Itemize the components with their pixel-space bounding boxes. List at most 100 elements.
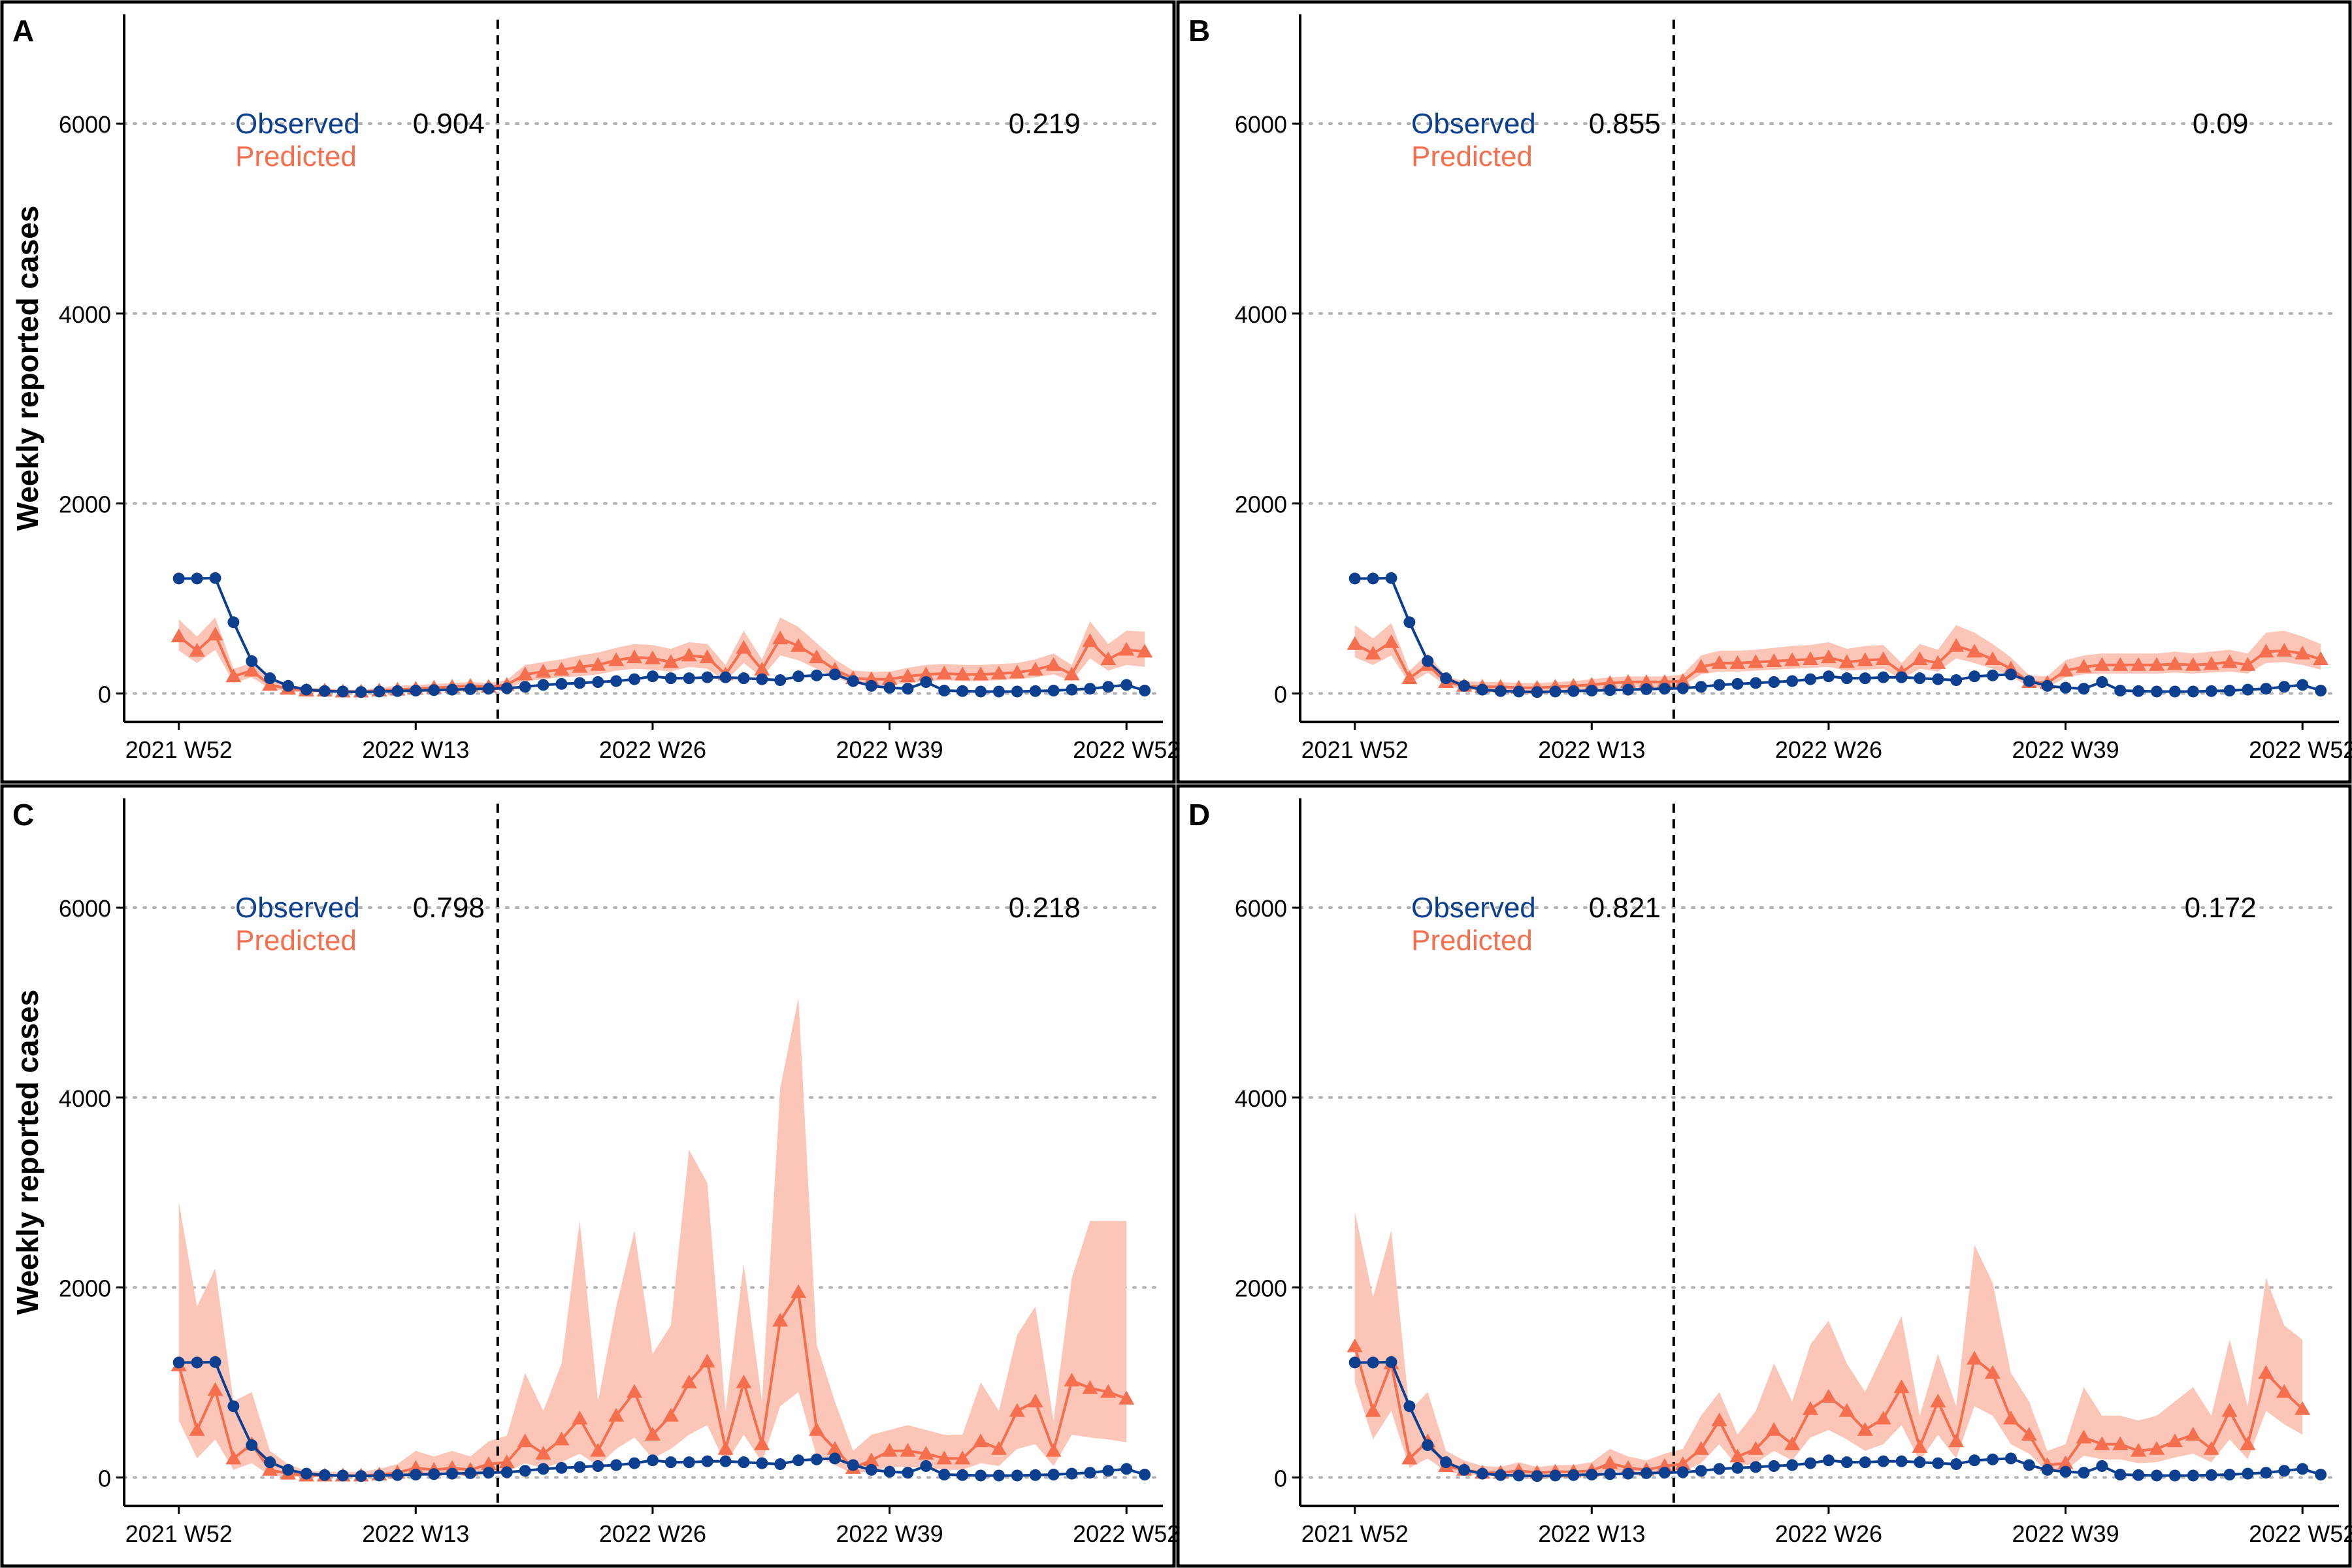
predicted-point [1838, 1403, 1855, 1417]
predicted-point [2094, 657, 2110, 671]
observed-point [1403, 1400, 1416, 1413]
observed-point [1476, 1467, 1488, 1480]
x-tick-label: 2022 W39 [2012, 736, 2119, 763]
observed-point [956, 1469, 969, 1481]
observed-point [701, 1455, 713, 1467]
observed-point [1658, 1467, 1671, 1479]
fit-metric-label: 0.798 [413, 892, 485, 924]
forecast-metric-label: 0.219 [1009, 108, 1081, 140]
x-tick-label: 2021 W52 [1301, 736, 1409, 763]
predicted-point [1893, 1379, 1910, 1394]
observed-point [1567, 1469, 1580, 1481]
x-tick-label: 2022 W13 [362, 736, 469, 763]
observed-point [1987, 1453, 1999, 1465]
predicted-point [244, 662, 260, 677]
observed-point [2187, 1469, 2199, 1482]
predicted-point [1711, 655, 1727, 669]
fit-metric-label: 0.821 [1589, 892, 1661, 924]
predicted-point [1729, 655, 1746, 669]
x-tick-label: 2022 W39 [836, 1520, 943, 1547]
observed-point [992, 1469, 1005, 1482]
observed-point [2223, 685, 2236, 697]
predicted-point [2131, 657, 2147, 671]
observed-point [1494, 1469, 1507, 1481]
observed-point [1768, 1460, 1780, 1472]
predicted-point [936, 1450, 953, 1465]
predicted-point [918, 666, 934, 681]
y-tick-label: 6000 [1235, 895, 1287, 922]
y-axis-title: Weekly reported cases [10, 990, 44, 1315]
predicted-point [2166, 1433, 2183, 1448]
observed-point [2096, 676, 2108, 688]
predicted-point [1620, 674, 1637, 688]
predicted-point [754, 1436, 770, 1450]
observed-point [2078, 683, 2090, 695]
predicted-point [1803, 1401, 1819, 1415]
observed-point [1914, 672, 1926, 685]
observed-point [1440, 1456, 1452, 1469]
predicted-point [1803, 651, 1819, 666]
observed-point [246, 1439, 258, 1451]
observed-point [1139, 1469, 1151, 1481]
observed-point [2151, 685, 2163, 698]
predicted-point [699, 1354, 715, 1368]
observed-point [1713, 1463, 1725, 1475]
observed-point [738, 1456, 750, 1469]
predicted-point [572, 1411, 588, 1425]
predicted-point [2203, 656, 2219, 670]
observed-point [574, 1461, 586, 1473]
predicted-point [1693, 1441, 1709, 1455]
observed-point [1713, 679, 1725, 691]
observed-point [1029, 685, 1041, 697]
observed-point [2078, 1467, 2090, 1479]
observed-point [373, 685, 385, 698]
predicted-point [1674, 673, 1691, 687]
observed-point [811, 669, 823, 681]
observed-point [920, 1460, 932, 1472]
observed-point [336, 1469, 349, 1482]
y-tick-label: 4000 [59, 1085, 111, 1112]
panel-c: C 0 2000 4000 6000 2021 W52 2022 W13 2022 W26 20… [0, 784, 1180, 1568]
fit-metric-label: 0.855 [1589, 108, 1661, 140]
observed-point [446, 683, 459, 696]
y-axis-title: Weekly reported cases [10, 206, 44, 531]
observed-point [1385, 1356, 1397, 1368]
predicted-point [990, 665, 1007, 679]
observed-point [1950, 1458, 1963, 1471]
predicted-point [2149, 657, 2165, 671]
legend-observed: Observed [235, 892, 360, 924]
y-tick-label: 0 [1274, 681, 1287, 708]
observed-point [227, 1400, 240, 1413]
predicted-point [517, 1433, 533, 1448]
predicted-point [681, 1375, 697, 1389]
predicted-point [1027, 662, 1043, 676]
predicted-point [662, 654, 679, 668]
observed-point [610, 1459, 623, 1471]
observed-point [956, 685, 969, 697]
x-tick-label: 2022 W52 [2249, 736, 2352, 763]
panel-a: A 0 2000 4000 6000 2021 W52 2022 W13 2022 W26 20… [0, 0, 1180, 784]
predicted-point [207, 1382, 223, 1396]
observed-point [1102, 681, 1115, 693]
prediction-interval-band [178, 998, 1127, 1477]
predicted-point [1838, 654, 1855, 668]
predicted-point [772, 630, 789, 645]
observed-point [1385, 572, 1397, 584]
observed-point [1695, 681, 1707, 693]
y-tick-label: 4000 [1235, 301, 1287, 328]
panel-label: D [1188, 798, 1210, 832]
observed-point [1531, 1470, 1543, 1482]
legend-predicted: Predicted [1411, 924, 1533, 956]
observed-point [1658, 683, 1671, 695]
panel-d: D 0 2000 4000 6000 2021 W52 2022 W13 2022 W26 20… [1176, 784, 2352, 1568]
observed-point [428, 1468, 440, 1480]
observed-point [828, 668, 841, 681]
observed-point [975, 685, 987, 698]
prediction-interval-band [1354, 623, 2321, 691]
observed-point [1822, 1454, 1835, 1467]
predicted-point [2185, 1426, 2201, 1441]
y-tick-label: 0 [1274, 1465, 1287, 1492]
forecast-metric-label: 0.09 [2193, 108, 2249, 140]
observed-point [1422, 655, 1434, 667]
observed-point [1676, 1466, 1689, 1478]
